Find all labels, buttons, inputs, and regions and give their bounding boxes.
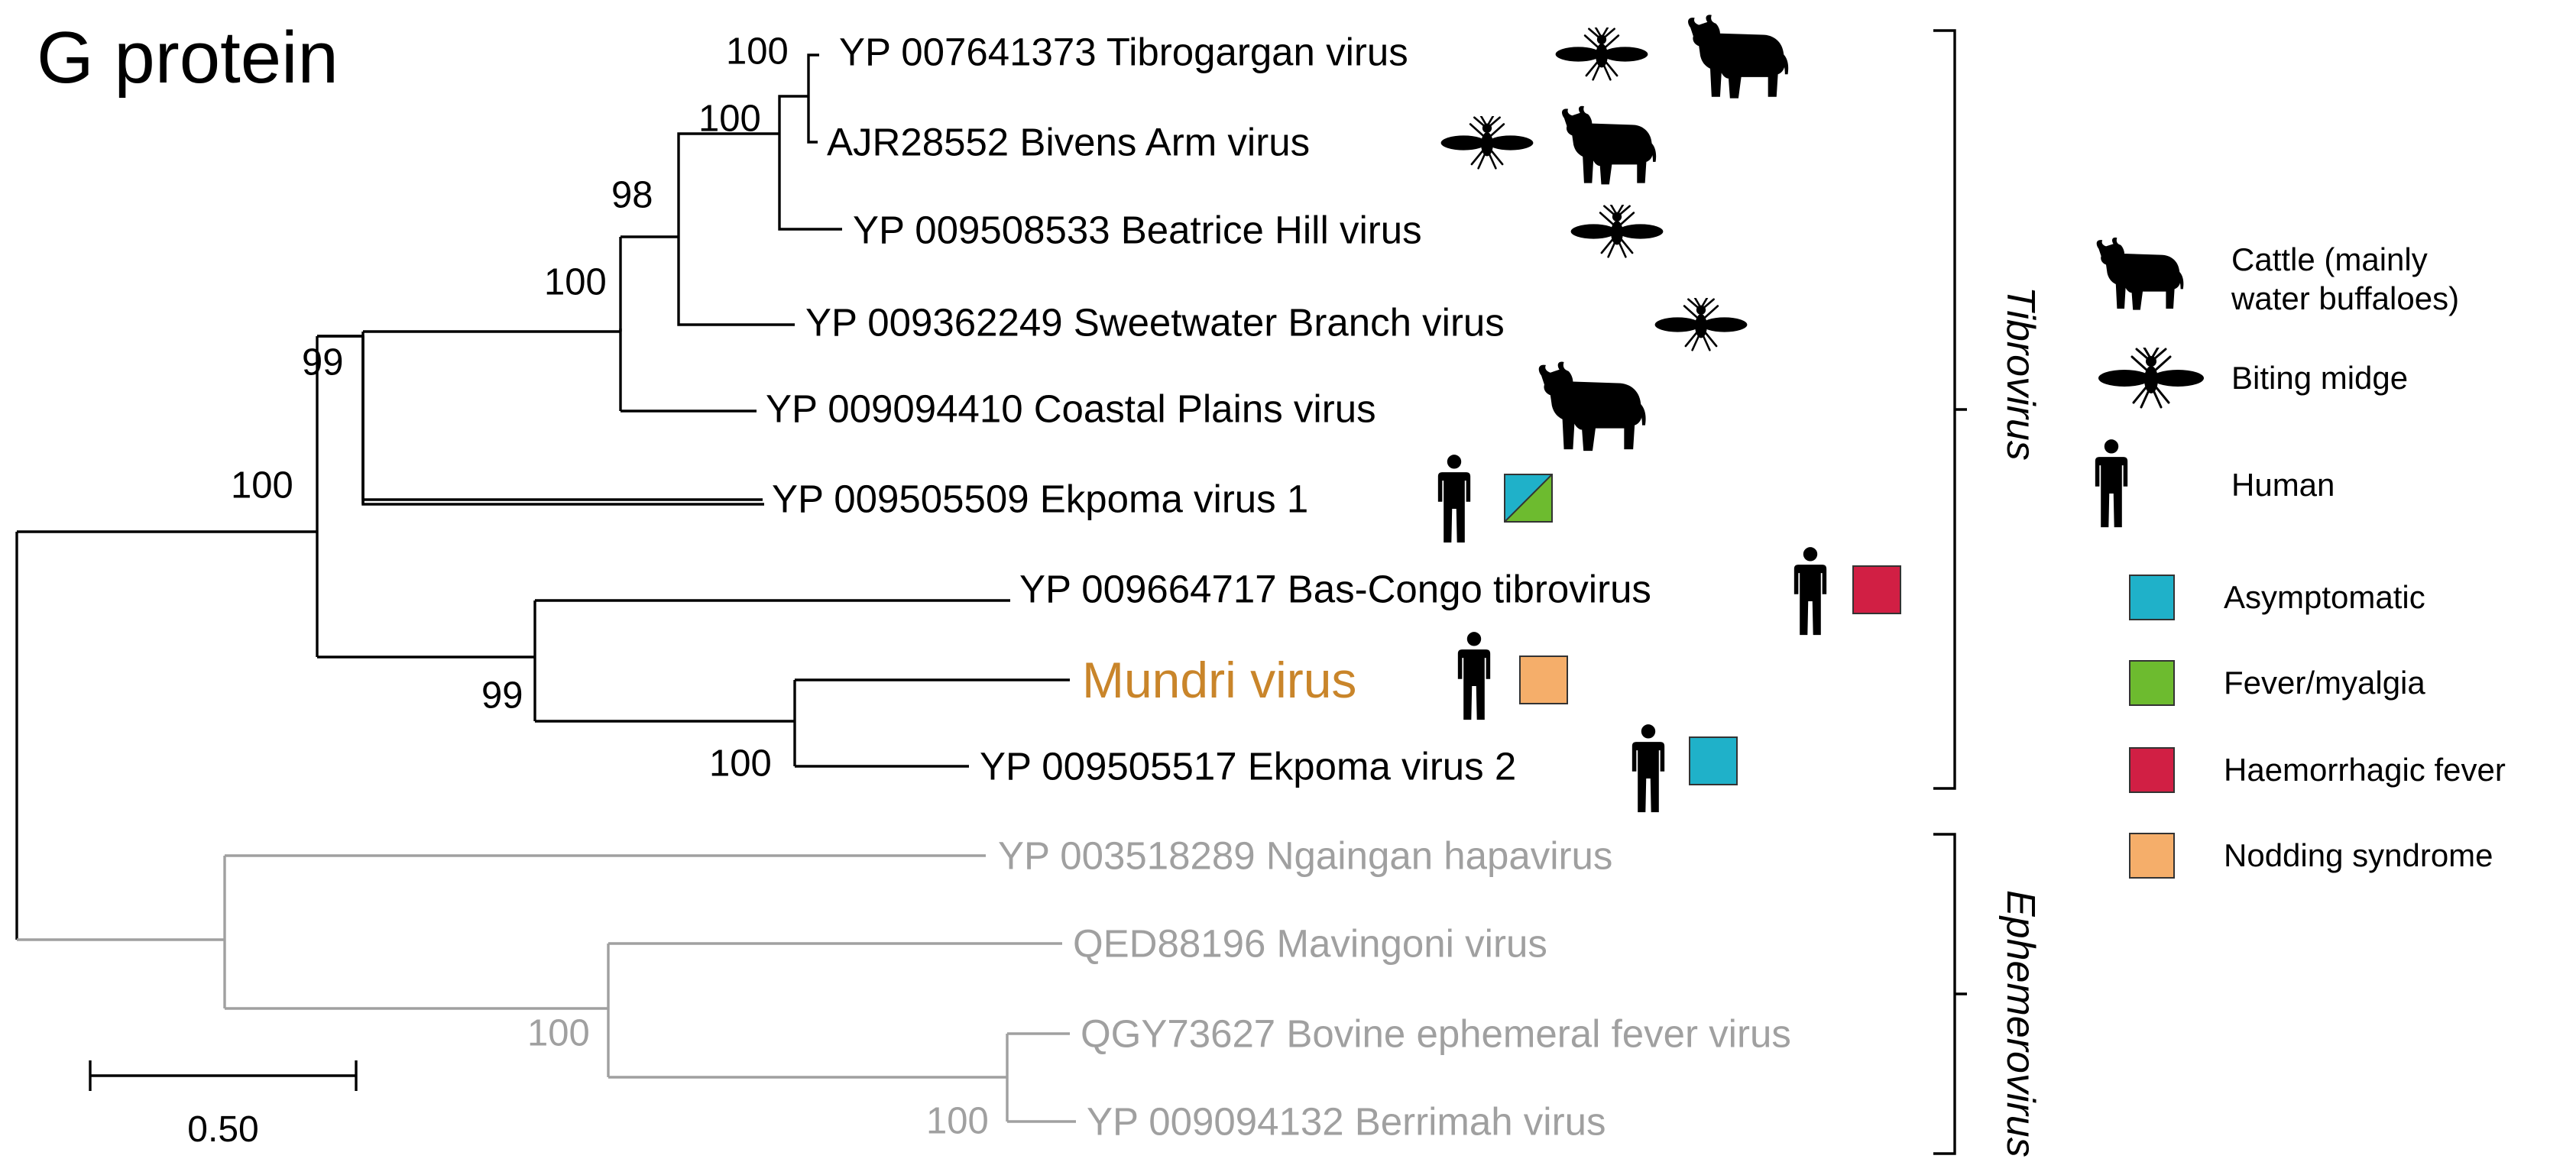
biting-midge-icon <box>1551 26 1652 85</box>
taxon-label-sweetwater-branch: YP 009362249 Sweetwater Branch virus <box>805 300 1505 345</box>
haemorrhagic-fever-square <box>1852 565 1901 614</box>
branch <box>677 237 795 326</box>
biting-midge-icon <box>1651 296 1751 355</box>
taxon-label-mundri: Mundri virus <box>1082 652 1357 708</box>
bootstrap-value: 100 <box>527 1012 590 1054</box>
cattle-icon <box>1534 359 1649 461</box>
bootstrap-value: 98 <box>611 174 653 216</box>
asymptomatic-fever-myalgia-square <box>1503 473 1554 526</box>
bootstrap-value: 100 <box>926 1100 989 1142</box>
legend-item-haemorrhagic-fever: Haemorrhagic fever <box>2129 747 2506 793</box>
scale-bar <box>89 1060 358 1091</box>
branch <box>807 53 819 96</box>
taxon-label-mavingoni: QED88196 Mavingoni virus <box>1073 921 1547 966</box>
legend-label: Biting midge <box>2231 360 2409 397</box>
bootstrap-value: 100 <box>698 98 761 140</box>
taxon-label-bivens-arm: AJR28552 Bivens Arm virus <box>827 120 1311 164</box>
asymptomatic-fever-square <box>1503 473 1554 523</box>
legend-label: Asymptomatic <box>2224 579 2425 616</box>
taxon-label-ekpoma-2: YP 009505517 Ekpoma virus 2 <box>980 744 1517 788</box>
branch <box>778 134 842 231</box>
biting-midge-icon <box>1567 203 1667 262</box>
bootstrap-value: 99 <box>302 341 344 384</box>
genus-label-ephemerovirus: Ephemerovirus <box>1998 890 2043 1157</box>
cattle-icon <box>2094 229 2208 329</box>
legend-label: Nodding syndrome <box>2224 837 2493 874</box>
human-icon <box>1437 454 1472 549</box>
branch <box>361 336 764 506</box>
legend-label: Haemorrhagic fever <box>2224 752 2506 788</box>
bootstrap-value: 100 <box>231 464 293 507</box>
legend-label: Cattle (mainly water buffaloes) <box>2231 241 2460 316</box>
legend-item-cattle: Cattle (mainly water buffaloes) <box>2094 229 2459 329</box>
biting-midge-icon <box>2094 346 2208 409</box>
fever-myalgia-square <box>2129 660 2175 706</box>
branch <box>778 95 808 134</box>
legend-item-human: Human <box>2094 435 2335 535</box>
biting-midge-icon <box>1437 115 1537 173</box>
legend-item-asymptomatic: Asymptomatic <box>2129 575 2425 620</box>
branch <box>363 329 622 333</box>
legend-label: Human <box>2231 467 2335 503</box>
tibrovirus-bracket <box>1933 29 1967 790</box>
taxon-label-coastal-plains: YP 009094410 Coastal Plains virus <box>766 387 1376 431</box>
cattle-icon <box>1559 101 1658 196</box>
scale-bar-label: 0.50 <box>187 1109 259 1150</box>
taxon-label-beatrice-hill: YP 009508533 Beatrice Hill virus <box>853 208 1422 252</box>
human-icon <box>1456 631 1492 727</box>
taxon-label-ekpoma-1: YP 009505509 Ekpoma virus 1 <box>772 477 1309 521</box>
taxon-label-berrimah: YP 009094132 Berrimah virus <box>1087 1099 1606 1144</box>
human-icon <box>1631 721 1666 821</box>
human-icon <box>1793 544 1828 644</box>
figure-title: G protein <box>37 17 339 99</box>
taxon-label-ngaingan: YP 003518289 Ngaingan hapavirus <box>998 834 1613 878</box>
genus-label-tibrovirus: Tibrovirus <box>1998 286 2043 461</box>
haemorrhagic-fever-square <box>2129 747 2175 793</box>
asymptomatic-square <box>1689 736 1738 785</box>
legend-item-biting-midge: Biting midge <box>2094 346 2409 409</box>
nodding-syndrome-square <box>2129 833 2175 879</box>
human-icon <box>2094 435 2208 535</box>
bootstrap-value: 100 <box>709 743 772 785</box>
taxon-label-bovine-ephemeral-fever: QGY73627 Bovine ephemeral fever virus <box>1081 1012 1791 1056</box>
cattle-icon <box>1684 12 1791 108</box>
asymptomatic-square <box>2129 575 2175 620</box>
legend-item-fever-myalgia: Fever/myalgia <box>2129 660 2425 706</box>
branch <box>677 132 779 237</box>
bootstrap-value: 100 <box>544 261 607 303</box>
nodding-syndrome-square <box>1519 655 1568 704</box>
bootstrap-value: 99 <box>481 675 523 717</box>
taxon-label-tibrogargan: YP 007641373 Tibrogargan virus <box>839 30 1408 74</box>
branch <box>807 96 818 144</box>
bootstrap-value: 100 <box>726 31 789 73</box>
legend-item-nodding-syndrome: Nodding syndrome <box>2129 833 2493 879</box>
legend-label: Fever/myalgia <box>2224 665 2425 701</box>
ephemerovirus-bracket <box>1933 833 1967 1155</box>
taxon-label-bas-congo: YP 009664717 Bas-Congo tibrovirus <box>1019 567 1651 611</box>
